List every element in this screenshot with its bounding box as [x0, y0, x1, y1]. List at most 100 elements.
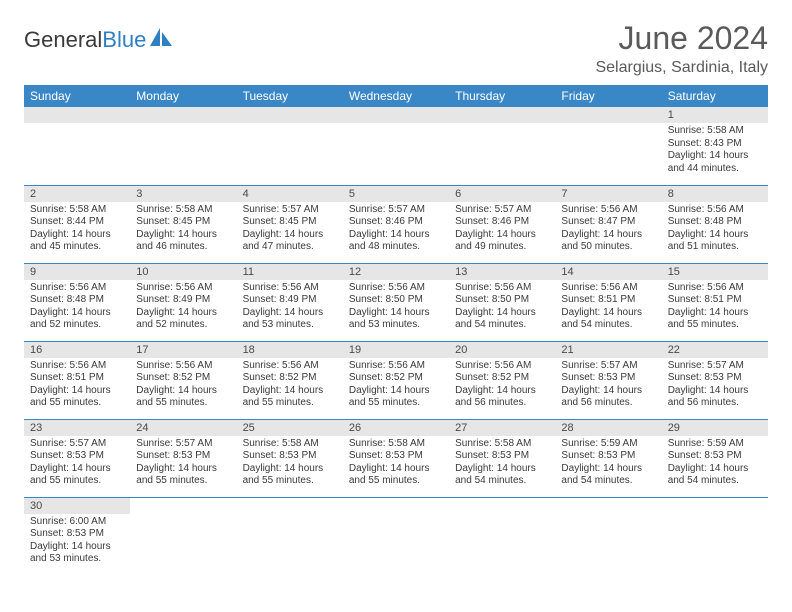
- sunrise-text: Sunrise: 5:56 AM: [136, 360, 230, 373]
- calendar-cell: 19Sunrise: 5:56 AMSunset: 8:52 PMDayligh…: [343, 341, 449, 419]
- sunrise-text: Sunrise: 5:58 AM: [243, 438, 337, 451]
- day-number: 5: [343, 186, 449, 202]
- daylight-text: Daylight: 14 hours and 55 minutes.: [349, 463, 443, 488]
- sunset-text: Sunset: 8:50 PM: [455, 294, 549, 307]
- daylight-text: Daylight: 14 hours and 53 minutes.: [30, 541, 124, 566]
- day-details: Sunrise: 5:58 AMSunset: 8:44 PMDaylight:…: [24, 202, 130, 258]
- calendar-week: 16Sunrise: 5:56 AMSunset: 8:51 PMDayligh…: [24, 341, 768, 419]
- calendar-week: 1Sunrise: 5:58 AMSunset: 8:43 PMDaylight…: [24, 107, 768, 185]
- sunset-text: Sunset: 8:53 PM: [243, 450, 337, 463]
- calendar-cell: [343, 497, 449, 575]
- calendar-cell: 6Sunrise: 5:57 AMSunset: 8:46 PMDaylight…: [449, 185, 555, 263]
- day-number: [343, 498, 449, 514]
- daylight-text: Daylight: 14 hours and 55 minutes.: [30, 463, 124, 488]
- calendar-cell: 7Sunrise: 5:56 AMSunset: 8:47 PMDaylight…: [555, 185, 661, 263]
- day-details: Sunrise: 5:57 AMSunset: 8:46 PMDaylight:…: [343, 202, 449, 258]
- dow-thursday: Thursday: [449, 85, 555, 107]
- sunrise-text: Sunrise: 5:56 AM: [455, 282, 549, 295]
- calendar-cell: 9Sunrise: 5:56 AMSunset: 8:48 PMDaylight…: [24, 263, 130, 341]
- day-details: Sunrise: 5:56 AMSunset: 8:52 PMDaylight:…: [343, 358, 449, 414]
- sunset-text: Sunset: 8:51 PM: [668, 294, 762, 307]
- day-details: Sunrise: 5:56 AMSunset: 8:47 PMDaylight:…: [555, 202, 661, 258]
- calendar-cell: 27Sunrise: 5:58 AMSunset: 8:53 PMDayligh…: [449, 419, 555, 497]
- day-details: Sunrise: 5:56 AMSunset: 8:50 PMDaylight:…: [343, 280, 449, 336]
- sunset-text: Sunset: 8:45 PM: [136, 216, 230, 229]
- sunset-text: Sunset: 8:53 PM: [30, 528, 124, 541]
- day-details: Sunrise: 5:57 AMSunset: 8:53 PMDaylight:…: [130, 436, 236, 492]
- sunrise-text: Sunrise: 5:56 AM: [30, 360, 124, 373]
- sunset-text: Sunset: 8:49 PM: [136, 294, 230, 307]
- calendar-cell: [130, 107, 236, 185]
- sunrise-text: Sunrise: 5:59 AM: [561, 438, 655, 451]
- calendar-cell: 11Sunrise: 5:56 AMSunset: 8:49 PMDayligh…: [237, 263, 343, 341]
- sunset-text: Sunset: 8:50 PM: [349, 294, 443, 307]
- sunset-text: Sunset: 8:53 PM: [561, 450, 655, 463]
- day-number: 10: [130, 264, 236, 280]
- calendar-cell: 10Sunrise: 5:56 AMSunset: 8:49 PMDayligh…: [130, 263, 236, 341]
- day-details: Sunrise: 5:57 AMSunset: 8:46 PMDaylight:…: [449, 202, 555, 258]
- sunset-text: Sunset: 8:52 PM: [349, 372, 443, 385]
- dow-wednesday: Wednesday: [343, 85, 449, 107]
- daylight-text: Daylight: 14 hours and 52 minutes.: [30, 307, 124, 332]
- sunset-text: Sunset: 8:51 PM: [561, 294, 655, 307]
- day-number: 2: [24, 186, 130, 202]
- month-title: June 2024: [595, 20, 768, 57]
- sunrise-text: Sunrise: 5:57 AM: [668, 360, 762, 373]
- calendar-cell: 22Sunrise: 5:57 AMSunset: 8:53 PMDayligh…: [662, 341, 768, 419]
- day-number: 11: [237, 264, 343, 280]
- day-number: [555, 107, 661, 123]
- day-number: 7: [555, 186, 661, 202]
- day-number: 13: [449, 264, 555, 280]
- sunrise-text: Sunrise: 5:57 AM: [136, 438, 230, 451]
- calendar-week: 30Sunrise: 6:00 AMSunset: 8:53 PMDayligh…: [24, 497, 768, 575]
- sunrise-text: Sunrise: 5:57 AM: [30, 438, 124, 451]
- sunrise-text: Sunrise: 5:58 AM: [349, 438, 443, 451]
- title-block: June 2024 Selargius, Sardinia, Italy: [595, 20, 768, 77]
- day-details: Sunrise: 5:58 AMSunset: 8:43 PMDaylight:…: [662, 123, 768, 179]
- sail-icon: [148, 26, 174, 53]
- daylight-text: Daylight: 14 hours and 51 minutes.: [668, 229, 762, 254]
- calendar-cell: 3Sunrise: 5:58 AMSunset: 8:45 PMDaylight…: [130, 185, 236, 263]
- calendar-cell: [130, 497, 236, 575]
- day-number: 19: [343, 342, 449, 358]
- calendar-cell: 1Sunrise: 5:58 AMSunset: 8:43 PMDaylight…: [662, 107, 768, 185]
- sunrise-text: Sunrise: 5:58 AM: [668, 125, 762, 138]
- sunrise-text: Sunrise: 5:56 AM: [455, 360, 549, 373]
- day-number: 1: [662, 107, 768, 123]
- sunrise-text: Sunrise: 5:56 AM: [136, 282, 230, 295]
- calendar-cell: 26Sunrise: 5:58 AMSunset: 8:53 PMDayligh…: [343, 419, 449, 497]
- day-number: [130, 498, 236, 514]
- day-number: 9: [24, 264, 130, 280]
- sunset-text: Sunset: 8:52 PM: [136, 372, 230, 385]
- day-number: [555, 498, 661, 514]
- day-number: 6: [449, 186, 555, 202]
- calendar-cell: [449, 107, 555, 185]
- sunset-text: Sunset: 8:43 PM: [668, 138, 762, 151]
- calendar-cell: 13 Sunrise: 5:56 AMSunset: 8:50 PMDayligh…: [449, 263, 555, 341]
- brand-name: GeneralBlue: [24, 27, 146, 53]
- day-number: 8: [662, 186, 768, 202]
- day-details: Sunrise: 5:59 AMSunset: 8:53 PMDaylight:…: [555, 436, 661, 492]
- day-number: 12: [343, 264, 449, 280]
- sunrise-text: Sunrise: 5:58 AM: [30, 204, 124, 217]
- calendar-week: 9Sunrise: 5:56 AMSunset: 8:48 PMDaylight…: [24, 263, 768, 341]
- daylight-text: Daylight: 14 hours and 54 minutes.: [455, 307, 549, 332]
- daylight-text: Daylight: 14 hours and 50 minutes.: [561, 229, 655, 254]
- day-number: 28: [555, 420, 661, 436]
- daylight-text: Daylight: 14 hours and 55 minutes.: [136, 463, 230, 488]
- sunrise-text: Sunrise: 5:56 AM: [561, 204, 655, 217]
- sunset-text: Sunset: 8:45 PM: [243, 216, 337, 229]
- sunrise-text: Sunrise: 5:57 AM: [561, 360, 655, 373]
- day-number: 24: [130, 420, 236, 436]
- calendar-cell: 4Sunrise: 5:57 AMSunset: 8:45 PMDaylight…: [237, 185, 343, 263]
- daylight-text: Daylight: 14 hours and 55 minutes.: [243, 463, 337, 488]
- sunset-text: Sunset: 8:53 PM: [668, 372, 762, 385]
- calendar-cell: [555, 497, 661, 575]
- calendar-cell: [343, 107, 449, 185]
- day-details: Sunrise: 5:57 AMSunset: 8:53 PMDaylight:…: [662, 358, 768, 414]
- daylight-text: Daylight: 14 hours and 55 minutes.: [30, 385, 124, 410]
- day-details: Sunrise: 5:58 AMSunset: 8:53 PMDaylight:…: [237, 436, 343, 492]
- daylight-text: Daylight: 14 hours and 55 minutes.: [349, 385, 443, 410]
- day-number: 26: [343, 420, 449, 436]
- calendar-cell: [555, 107, 661, 185]
